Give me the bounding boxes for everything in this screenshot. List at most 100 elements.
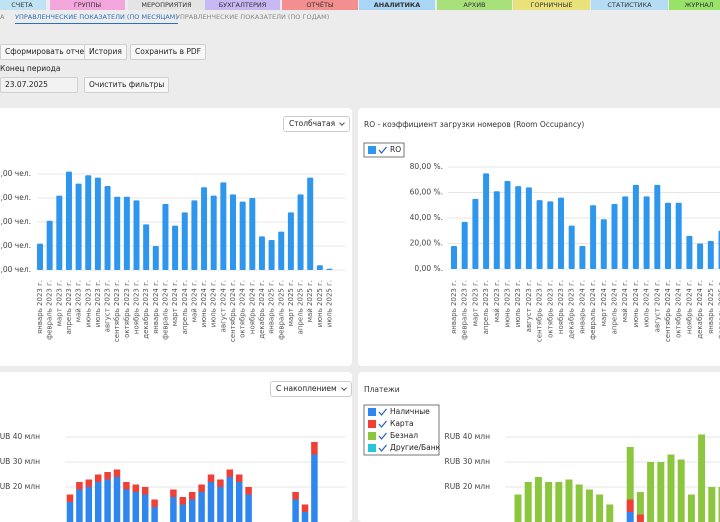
bar xyxy=(483,173,489,269)
x-tick-label: июль 2024 г. xyxy=(210,280,218,327)
tab[interactable]: ОТЧЁТЫ xyxy=(282,0,358,10)
view-select[interactable]: Столбчатая xyxy=(283,116,350,132)
x-tick-label: декабрь 2023 г. xyxy=(142,280,150,339)
button[interactable]: Сформировать отчет xyxy=(0,44,93,60)
bar-segment xyxy=(151,507,158,522)
bar-segment xyxy=(606,505,613,522)
y-tick-label: 40,00 чел. xyxy=(0,217,31,226)
x-tick-label: апрель 2024 г. xyxy=(611,280,619,334)
tab[interactable]: СТАТИСТИКА xyxy=(591,0,668,10)
tab[interactable]: МЕРОПРИЯТИЯ xyxy=(128,0,205,10)
bar xyxy=(547,201,553,269)
bar xyxy=(143,224,149,270)
bar xyxy=(317,265,323,270)
x-tick-label: март 2024 г. xyxy=(600,280,608,326)
tab[interactable]: АРХИВ xyxy=(437,0,512,10)
x-tick-label: февраль 2023 г. xyxy=(461,280,469,340)
tab[interactable]: ГРУППЫ xyxy=(50,0,125,10)
bar-segment xyxy=(227,477,234,522)
bar xyxy=(697,244,703,270)
bar-segment xyxy=(637,515,644,522)
x-tick-label: апрель 2024 г. xyxy=(181,280,189,334)
x-tick-label: январь 2025 г. xyxy=(707,280,715,334)
y-tick-label: 60,00 %. xyxy=(410,188,443,197)
panel: 0,00 чел.20,00 чел.40,00 чел.60,00 чел.8… xyxy=(0,108,352,366)
x-tick-label: октябрь 2024 г. xyxy=(239,280,247,338)
tab[interactable]: СЧЕТА xyxy=(0,0,46,10)
x-tick-label: октябрь 2024 г. xyxy=(675,280,683,338)
y-tick-label: 0,00 %. xyxy=(414,264,443,273)
bar xyxy=(95,178,101,270)
bar-segment xyxy=(545,482,552,522)
subtab[interactable]: УПРАВЛЕНЧЕСКИЕ ПОКАЗАТЕЛИ (ПО МЕСЯЦАМ) xyxy=(15,12,178,24)
x-tick-label: май 2023 г. xyxy=(75,280,83,322)
bar-segment xyxy=(555,482,562,522)
x-tick-label: июнь 2024 г. xyxy=(632,280,640,327)
bar-segment xyxy=(180,497,187,505)
bar xyxy=(686,236,692,269)
bar-segment xyxy=(292,500,299,522)
x-tick-label: ноябрь 2024 г. xyxy=(248,280,256,334)
bar xyxy=(153,246,159,270)
bar xyxy=(288,212,294,270)
legend-label: RO xyxy=(390,145,401,154)
tab[interactable]: АНАЛИТИКА xyxy=(359,0,435,10)
button[interactable]: Очистить фильтры xyxy=(84,77,169,93)
x-tick-label: май 2025 г. xyxy=(306,280,314,322)
bar-segment xyxy=(688,495,695,522)
tab[interactable]: ГОРНИЧНЫЕ xyxy=(513,0,590,10)
x-tick-label: февраль 2025 г. xyxy=(277,280,285,340)
x-tick-label: март 2025 г. xyxy=(287,280,295,326)
panel: 0,00 %.20,00 %.40,00 %.60,00 %.80,00 %.я… xyxy=(358,108,720,366)
x-tick-label: июнь 2025 г. xyxy=(316,280,324,327)
bar-segment xyxy=(217,480,224,488)
x-tick-label: март 2023 г. xyxy=(55,280,63,326)
bar xyxy=(259,236,265,270)
bar-segment xyxy=(668,455,675,522)
date-input[interactable]: 23.07.2025 xyxy=(0,77,78,93)
bar xyxy=(211,196,217,270)
view-select[interactable]: С накоплением xyxy=(270,381,352,397)
bar xyxy=(240,202,246,270)
subtab[interactable]: А xyxy=(0,12,4,23)
bar-segment xyxy=(627,447,634,500)
x-tick-label: ноябрь 2024 г. xyxy=(685,280,693,334)
bar xyxy=(56,196,62,270)
button[interactable]: Сохранить в PDF xyxy=(130,44,206,60)
x-tick-label: май 2024 г. xyxy=(621,280,629,322)
bar-segment xyxy=(525,482,532,522)
x-tick-label: июль 2023 г. xyxy=(94,280,102,327)
y-tick-label: RUB 20 млн xyxy=(0,482,40,491)
bar-segment xyxy=(67,502,74,522)
legend-swatch xyxy=(368,432,376,440)
tab[interactable]: ЖУРНАЛ xyxy=(669,0,720,10)
x-tick-label: март 2024 г. xyxy=(171,280,179,326)
bar xyxy=(172,226,178,270)
bar xyxy=(558,198,564,269)
bar-segment xyxy=(657,462,664,522)
x-tick-label: декабрь 2024 г. xyxy=(258,280,266,339)
bar-segment xyxy=(236,482,243,522)
x-tick-label: апрель 2025 г. xyxy=(297,280,305,334)
legend-swatch xyxy=(368,420,376,428)
x-tick-label: октябрь 2023 г. xyxy=(123,280,131,338)
x-tick-label: август 2024 г. xyxy=(653,280,661,332)
bar xyxy=(612,204,618,269)
bar-segment xyxy=(180,505,187,522)
x-tick-label: август 2023 г. xyxy=(104,280,112,332)
x-tick-label: март 2023 г. xyxy=(471,280,479,326)
bar xyxy=(182,212,188,270)
bar xyxy=(633,185,639,269)
bar xyxy=(665,203,671,269)
bar xyxy=(114,197,120,270)
button[interactable]: История xyxy=(84,44,127,60)
bar-segment xyxy=(198,485,205,493)
bar xyxy=(298,194,304,270)
y-tick-label: 20,00 %. xyxy=(410,239,443,248)
subtab[interactable]: УПРАВЛЕНЧЕСКИЕ ПОКАЗАТЕЛИ (ПО ГОДАМ) xyxy=(176,12,329,23)
bar-segment xyxy=(678,460,685,522)
bar-segment xyxy=(535,477,542,522)
bar-segment xyxy=(86,487,93,522)
tab[interactable]: БУХГАЛТЕРИЯ xyxy=(205,0,280,10)
